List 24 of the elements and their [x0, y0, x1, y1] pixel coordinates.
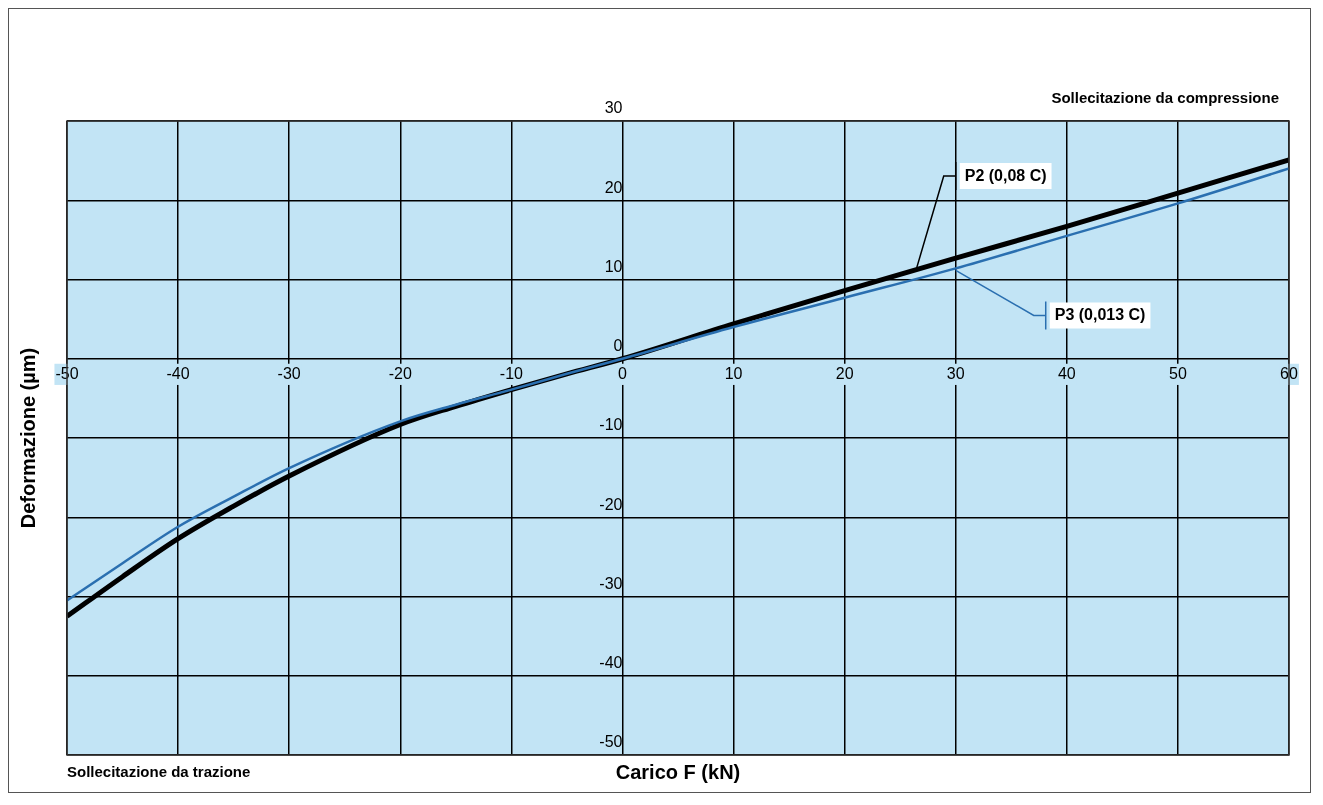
x-tick-label: -20	[388, 364, 412, 382]
x-tick-label: -30	[277, 364, 301, 382]
x-tick-label: 50	[1169, 364, 1187, 382]
x-tick-label: 40	[1057, 364, 1076, 382]
y-tick-label: -30	[599, 574, 623, 592]
y-axis-title: Deformazione (µm)	[16, 347, 39, 529]
y-tick-label: -40	[599, 654, 623, 672]
text: Sollecitazione da trazione	[67, 763, 251, 781]
legend-label: P3 (0,013 C)	[1054, 305, 1146, 323]
legend-label: P2 (0,08 C)	[964, 166, 1047, 184]
y-tick-label: 30	[604, 99, 623, 117]
text: Sollecitazione da compressione	[1051, 89, 1279, 107]
x-axis-title: Carico F (kN)	[615, 760, 741, 783]
x-tick-label: -40	[166, 364, 190, 382]
x-tick-label: -10	[499, 364, 524, 382]
y-tick-label: 10	[604, 257, 623, 275]
y-tick-label: -10	[599, 416, 623, 434]
y-tick-label: 0	[613, 337, 623, 355]
y-tick-label: 20	[604, 178, 623, 196]
x-tick-label: 20	[835, 364, 854, 382]
y-tick-label: -50	[599, 733, 623, 751]
x-tick-label: 30	[946, 364, 965, 382]
y-tick-label: -20	[599, 495, 623, 513]
x-tick-label: 10	[724, 364, 743, 382]
